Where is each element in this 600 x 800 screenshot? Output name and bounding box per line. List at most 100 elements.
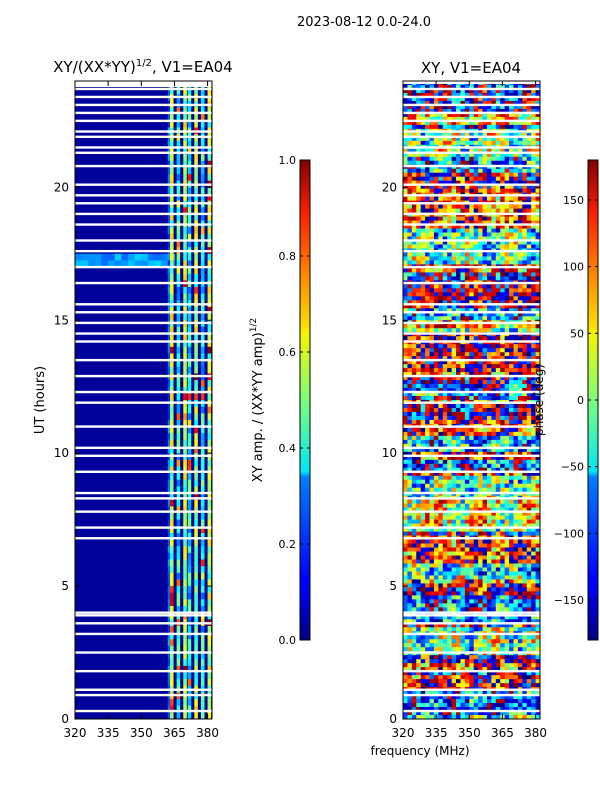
phase-cell [416, 268, 422, 273]
amplitude-gap-row [75, 135, 212, 139]
amplitude-cell [207, 107, 212, 115]
phase-cell [420, 392, 426, 397]
phase-cell [403, 407, 408, 413]
amplitude-cell [200, 353, 205, 361]
phase-cell [407, 443, 413, 449]
phase-cell [411, 156, 417, 162]
phase-cell [500, 300, 506, 305]
phase-cell [407, 88, 413, 94]
phase-cell [473, 479, 479, 485]
phase-cell [456, 392, 461, 397]
phase-cell [526, 439, 532, 445]
amplitude-cell [167, 659, 171, 667]
phase-cell [451, 156, 457, 162]
amplitude-cell [94, 253, 103, 261]
phase-cell [438, 348, 444, 353]
phase-cell [438, 92, 444, 98]
phase-cell [473, 499, 479, 505]
phase-cell [451, 415, 457, 421]
phase-cell [500, 356, 506, 361]
phase-cell [522, 587, 528, 592]
phase-cell [526, 451, 532, 457]
amplitude-cell [183, 107, 187, 115]
phase-cell [411, 276, 417, 281]
phase-cell [411, 260, 417, 265]
amplitude-cell [170, 267, 174, 275]
phase-cell [473, 483, 479, 489]
phase-cell [478, 160, 483, 166]
amplitude-cell [207, 552, 212, 560]
phase-cell [531, 324, 536, 329]
phase-cell [429, 256, 435, 261]
amplitude-cell [207, 659, 212, 667]
phase-cell [429, 483, 435, 489]
amplitude-cell [170, 579, 174, 587]
phase-cell [522, 507, 528, 513]
phase-cell [438, 288, 444, 293]
phase-cell [411, 356, 417, 361]
phase-cell [535, 172, 540, 178]
amplitude-gap-row [75, 669, 212, 673]
phase-cell [456, 368, 461, 373]
amplitude-cell [194, 712, 198, 719]
phase-cell [420, 148, 426, 154]
phase-cell [500, 104, 506, 110]
phase-cell [504, 100, 510, 106]
phase-cell [504, 364, 510, 369]
phase-cell [491, 112, 497, 118]
amplitude-cell [207, 532, 212, 541]
phase-cell [535, 392, 540, 397]
phase-cell [416, 304, 422, 309]
phase-cell [420, 88, 426, 94]
phase-cell [407, 220, 413, 225]
phase-cell [504, 216, 510, 221]
amplitude-colorbar-tick-label: 0.6 [279, 346, 297, 359]
phase-cell [535, 220, 540, 225]
phase-cell [411, 336, 417, 341]
phase-cell [456, 384, 461, 389]
phase-cell [464, 447, 470, 453]
phase-cell [473, 587, 479, 592]
amplitude-cell [167, 413, 171, 421]
phase-cell [429, 595, 435, 600]
phase-cell [456, 515, 461, 521]
phase-cell [473, 603, 479, 608]
phase-cell [517, 563, 523, 568]
amplitude-cell [176, 233, 181, 241]
phase-cell [495, 260, 501, 265]
amplitude-cell [207, 665, 212, 673]
phase-cell [513, 312, 519, 317]
phase-cell [482, 451, 488, 457]
phase-cell [447, 256, 453, 261]
phase-cell [447, 479, 453, 485]
amplitude-cell [170, 586, 174, 594]
amplitude-cell [167, 306, 171, 315]
phase-cell [513, 539, 519, 544]
phase-cell [411, 388, 417, 393]
phase-cell [531, 176, 536, 182]
phase-cell [526, 120, 532, 126]
phase-cell [460, 479, 466, 485]
phase-cell [420, 276, 426, 281]
phase-cell [486, 228, 492, 233]
phase-cell [442, 388, 448, 393]
phase-cell [495, 108, 501, 114]
phase-cell [442, 256, 448, 261]
phase-cell [442, 507, 448, 513]
phase-cell [420, 156, 426, 162]
phase-cell [403, 252, 408, 257]
amplitude-cell [207, 606, 212, 614]
phase-cell [407, 84, 413, 90]
phase-cell [522, 256, 528, 261]
phase-cell [429, 507, 435, 513]
phase-cell [438, 475, 444, 481]
amplitude-colorbar-tick-label: 1.0 [279, 154, 297, 167]
amplitude-cell [194, 406, 198, 414]
phase-cell [403, 348, 408, 353]
phase-cell [407, 591, 413, 596]
phase-cell [509, 208, 514, 213]
phase-cell [403, 503, 408, 509]
phase-cell [403, 88, 408, 94]
phase-cell [513, 555, 519, 560]
amplitude-cell [176, 566, 181, 574]
